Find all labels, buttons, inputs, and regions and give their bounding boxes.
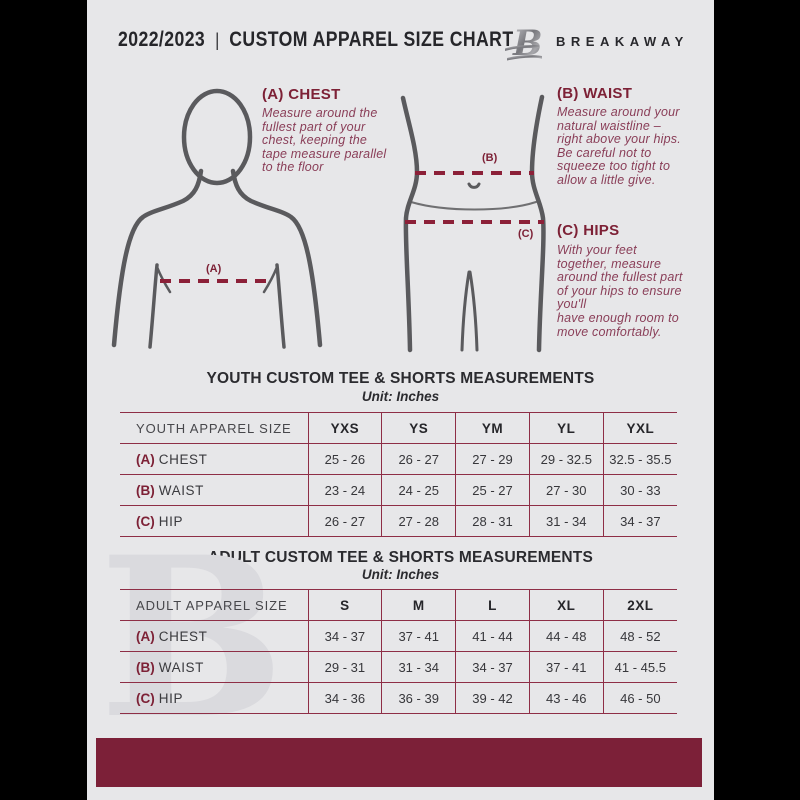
table-cell: 29 - 31 — [307, 651, 382, 683]
chest-instruction-text: Measure around the fullest part of your … — [262, 106, 387, 175]
table-cell: 36 - 39 — [381, 682, 456, 714]
waist-hips-figure-diagram — [400, 94, 546, 353]
brand-name: BREAKAWAY — [556, 34, 689, 49]
youth-size-ym: YM — [455, 412, 530, 444]
table-cell: 31 - 34 — [381, 651, 456, 683]
season-label: 2022/2023 — [118, 28, 206, 51]
table-cell: 31 - 34 — [528, 505, 604, 537]
table-cell: 28 - 31 — [455, 505, 530, 537]
youth-size-table: YOUTH APPAREL SIZE YXS YS YM YL YXL (A) C… — [120, 412, 677, 537]
adult-table-header-row: ADULT APPAREL SIZE S M L XL 2XL — [120, 589, 677, 621]
table-cell: 41 - 44 — [455, 620, 530, 652]
table-cell: 24 - 25 — [381, 474, 456, 506]
table-cell: 25 - 26 — [307, 443, 382, 475]
hips-line-label: (C) — [518, 228, 534, 240]
table-cell: 32.5 - 35.5 — [602, 443, 677, 475]
table-cell: 34 - 36 — [307, 682, 382, 714]
table-cell: 34 - 37 — [307, 620, 382, 652]
hips-instruction-heading: (C) HIPS — [557, 222, 620, 239]
adult-unit-label: Unit: Inches — [361, 567, 440, 582]
waist-line-label: (B) — [482, 152, 498, 164]
adult-chest-row: (A) CHEST 34 - 37 37 - 41 41 - 44 44 - 48… — [120, 620, 677, 652]
youth-hip-row: (C) HIP 26 - 27 27 - 28 28 - 31 31 - 34 3… — [120, 505, 677, 537]
table-cell: 48 - 52 — [602, 620, 677, 652]
chest-line-label: (A) — [206, 263, 222, 275]
table-cell: 27 - 29 — [455, 443, 530, 475]
table-cell: 29 - 32.5 — [528, 443, 604, 475]
youth-size-header-cell: YOUTH APPAREL SIZE — [136, 420, 292, 436]
table-cell: 25 - 27 — [455, 474, 530, 506]
adult-size-table: ADULT APPAREL SIZE S M L XL 2XL (A) CHEST… — [120, 589, 677, 714]
adult-section-title: ADULT CUSTOM TEE & SHORTS MEASUREMENTS — [207, 549, 594, 566]
adult-size-xl: XL — [528, 589, 604, 621]
waist-instruction-text: Measure around your natural waistline – … — [557, 105, 681, 187]
youth-size-ys: YS — [381, 412, 456, 444]
footer-accent-bar — [96, 738, 702, 787]
adult-hip-row: (C) HIP 34 - 36 36 - 39 39 - 42 43 - 46 4… — [120, 682, 677, 714]
table-cell: 41 - 45.5 — [602, 651, 677, 683]
chest-figure-diagram — [111, 88, 323, 349]
table-cell: 26 - 27 — [307, 505, 382, 537]
header-divider: | — [215, 29, 220, 50]
breakaway-logo-icon: B — [505, 23, 543, 64]
table-cell: 46 - 50 — [602, 682, 677, 714]
table-cell: 23 - 24 — [307, 474, 382, 506]
page-header: 2022/2023 | CUSTOM APPAREL SIZE CHART — [118, 28, 514, 52]
table-cell: 44 - 48 — [528, 620, 604, 652]
size-chart-page: 2022/2023 | CUSTOM APPAREL SIZE CHART B … — [87, 0, 714, 800]
adult-waist-row: (B) WAIST 29 - 31 31 - 34 34 - 37 37 - 41… — [120, 651, 677, 683]
adult-size-s: S — [307, 589, 382, 621]
youth-waist-row: (B) WAIST 23 - 24 24 - 25 25 - 27 27 - 30… — [120, 474, 677, 506]
table-cell: 27 - 28 — [381, 505, 456, 537]
youth-size-yl: YL — [528, 412, 604, 444]
table-cell: 37 - 41 — [528, 651, 604, 683]
table-cell: 34 - 37 — [455, 651, 530, 683]
youth-section-title: YOUTH CUSTOM TEE & SHORTS MEASUREMENTS — [206, 370, 595, 387]
table-cell: 27 - 30 — [528, 474, 604, 506]
adult-size-l: L — [455, 589, 530, 621]
youth-size-yxl: YXL — [602, 412, 677, 444]
youth-size-yxs: YXS — [307, 412, 382, 444]
waist-instruction-heading: (B) WAIST — [557, 85, 633, 102]
table-cell: 43 - 46 — [528, 682, 604, 714]
table-cell: 34 - 37 — [602, 505, 677, 537]
youth-unit-label: Unit: Inches — [361, 389, 440, 404]
page-title: CUSTOM APPAREL SIZE CHART — [229, 28, 514, 51]
adult-size-2xl: 2XL — [602, 589, 677, 621]
table-cell: 39 - 42 — [455, 682, 530, 714]
hips-instruction-text: With your feet together, measure around … — [557, 243, 683, 339]
table-cell: 26 - 27 — [381, 443, 456, 475]
youth-chest-row: (A) CHEST 25 - 26 26 - 27 27 - 29 29 - 32… — [120, 443, 677, 475]
adult-size-header-cell: ADULT APPAREL SIZE — [136, 597, 288, 613]
chest-instruction-heading: (A) CHEST — [262, 86, 341, 103]
adult-size-m: M — [381, 589, 456, 621]
table-cell: 30 - 33 — [602, 474, 677, 506]
youth-table-header-row: YOUTH APPAREL SIZE YXS YS YM YL YXL — [120, 412, 677, 444]
table-cell: 37 - 41 — [381, 620, 456, 652]
